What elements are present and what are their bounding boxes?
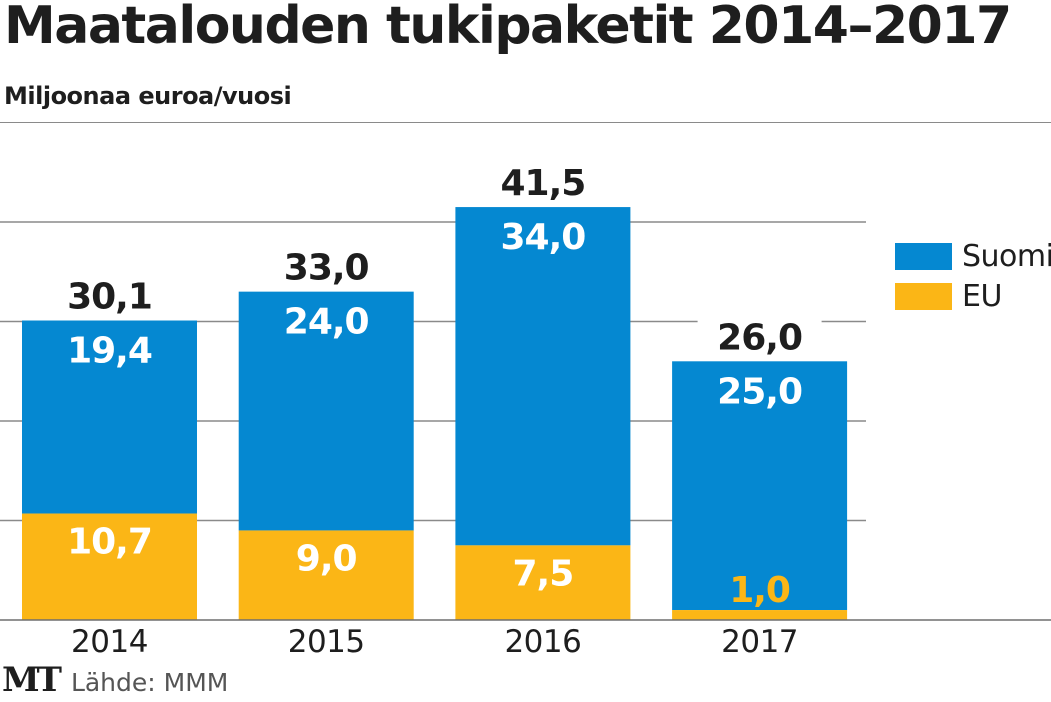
total-label-bg [697,311,822,356]
bar-suomi-2016 [455,207,631,546]
value-label-eu-2016: 7,5 [513,553,574,594]
bar-eu-2015 [238,530,414,620]
category-label-2014: 2014 [71,624,148,660]
chart-title: Maatalouden tukipaketit 2014–2017 [4,0,1012,56]
category-label-2015: 2015 [288,624,365,660]
total-label-bg [264,241,389,286]
chart-subtitle: Miljoonaa euroa/vuosi [4,82,292,110]
total-label-bg [47,270,172,315]
bar-suomi-2017 [672,361,848,611]
total-label-bg [480,157,605,202]
bar-suomi-2014 [22,320,197,514]
bar-eu-2017 [672,610,848,620]
value-label-eu-2017: 1,0 [729,570,790,611]
value-label-suomi-2016: 34,0 [500,217,585,258]
bar-suomi-2015 [238,291,414,531]
bar-eu-2016 [455,545,631,620]
value-label-suomi-2014: 19,4 [67,331,152,372]
source-note: Lähde: MMM [70,668,229,697]
legend-label-suomi: Suomi [962,238,1051,274]
legend-swatch-eu [895,282,952,310]
legend-swatch-suomi [895,242,952,270]
value-label-eu-2014: 10,7 [67,522,152,563]
footer: MT Lähde: MMM [2,660,228,700]
total-label-2017: 26,0 [717,317,802,358]
value-label-eu-2015: 9,0 [296,538,357,579]
value-label-suomi-2015: 24,0 [284,302,369,343]
value-label-suomi-2017: 25,0 [717,371,802,412]
category-label-2017: 2017 [721,624,798,660]
legend: Suomi EU [895,236,1051,316]
total-label-2016: 41,5 [500,163,585,204]
top-rule [0,122,1051,123]
mt-logo: MT [2,660,62,700]
total-label-2015: 33,0 [284,248,369,289]
bar-eu-2014 [22,513,197,620]
legend-item-suomi: Suomi [895,236,1051,276]
total-label-2014: 30,1 [67,277,152,318]
category-label-2016: 2016 [504,624,581,660]
legend-label-eu: EU [962,278,1002,314]
legend-item-eu: EU [895,276,1051,316]
